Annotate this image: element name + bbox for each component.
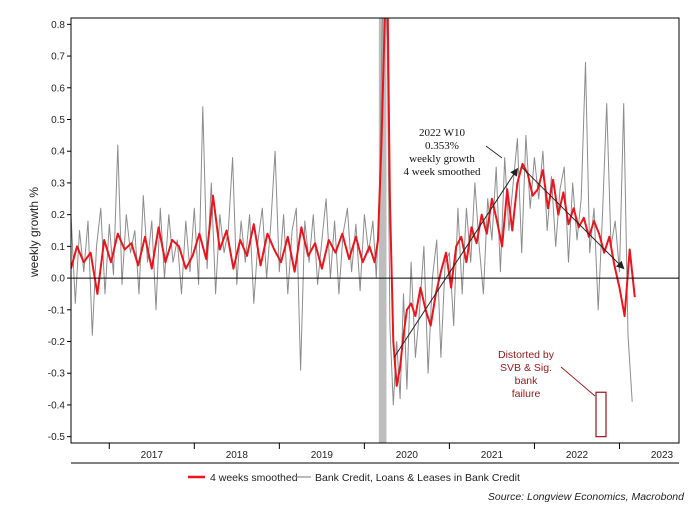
peak-annotation-leader: [485, 145, 503, 159]
distorted-annotation-line-2: SVB & Sig.: [500, 362, 552, 374]
y-tick-label: -0.2: [48, 337, 66, 348]
x-tick-label: 2022: [566, 450, 589, 461]
shaded-period-bar: [378, 18, 387, 443]
series-line-smoothed: [71, 18, 636, 387]
series-line-bank-credit: [71, 18, 633, 406]
legend: 4 weeks smoothed Bank Credit, Loans & Le…: [188, 472, 520, 484]
y-tick-label: 0.8: [51, 20, 65, 31]
y-tick-label: 0.7: [51, 52, 65, 63]
distorted-annotation-line-3: bank: [515, 375, 539, 387]
y-tick-label: 0.5: [51, 115, 65, 126]
y-tick-label: 0.3: [51, 178, 65, 189]
trend-arrow-up: [393, 167, 518, 358]
y-tick-label: -0.5: [48, 432, 66, 443]
x-tick-label: 2018: [226, 450, 249, 461]
x-tick-label: 2023: [651, 450, 674, 461]
peak-annotation-line-2: 0.353%: [425, 140, 459, 152]
y-tick-label: 0.1: [51, 242, 65, 253]
peak-annotation-line-4: 4 week smoothed: [404, 166, 481, 178]
legend-label-smoothed: 4 weeks smoothed: [210, 472, 298, 484]
x-tick-label: 2019: [311, 450, 334, 461]
y-tick-label: 0.2: [51, 210, 65, 221]
plot-frame: [70, 17, 680, 444]
distorted-highlight-box: [595, 391, 607, 438]
y-axis-title: weekly growth %: [27, 187, 41, 278]
x-tick-label: 2017: [141, 450, 164, 461]
trend-arrow-down: [521, 166, 625, 270]
y-tick-label: 0.0: [51, 274, 65, 285]
y-tick-label: 0.4: [51, 147, 65, 158]
y-tick-label: -0.4: [48, 400, 66, 411]
x-tick-label: 2020: [396, 450, 419, 461]
y-tick-label: -0.1: [48, 305, 66, 316]
distorted-annotation-line-1: Distorted by: [498, 349, 555, 361]
x-tick-label: 2021: [481, 450, 504, 461]
source-note: Source: Longview Economics, Macrobond: [488, 491, 685, 503]
peak-annotation-line-1: 2022 W10: [419, 127, 465, 139]
legend-label-bank-credit: Bank Credit, Loans & Leases in Bank Cred…: [315, 472, 520, 484]
distorted-annotation-leader: [560, 366, 596, 397]
y-tick-label: -0.3: [48, 369, 66, 380]
y-tick-label: 0.6: [51, 83, 65, 94]
peak-annotation-line-3: weekly growth: [409, 153, 475, 165]
distorted-annotation-line-4: failure: [512, 388, 541, 400]
